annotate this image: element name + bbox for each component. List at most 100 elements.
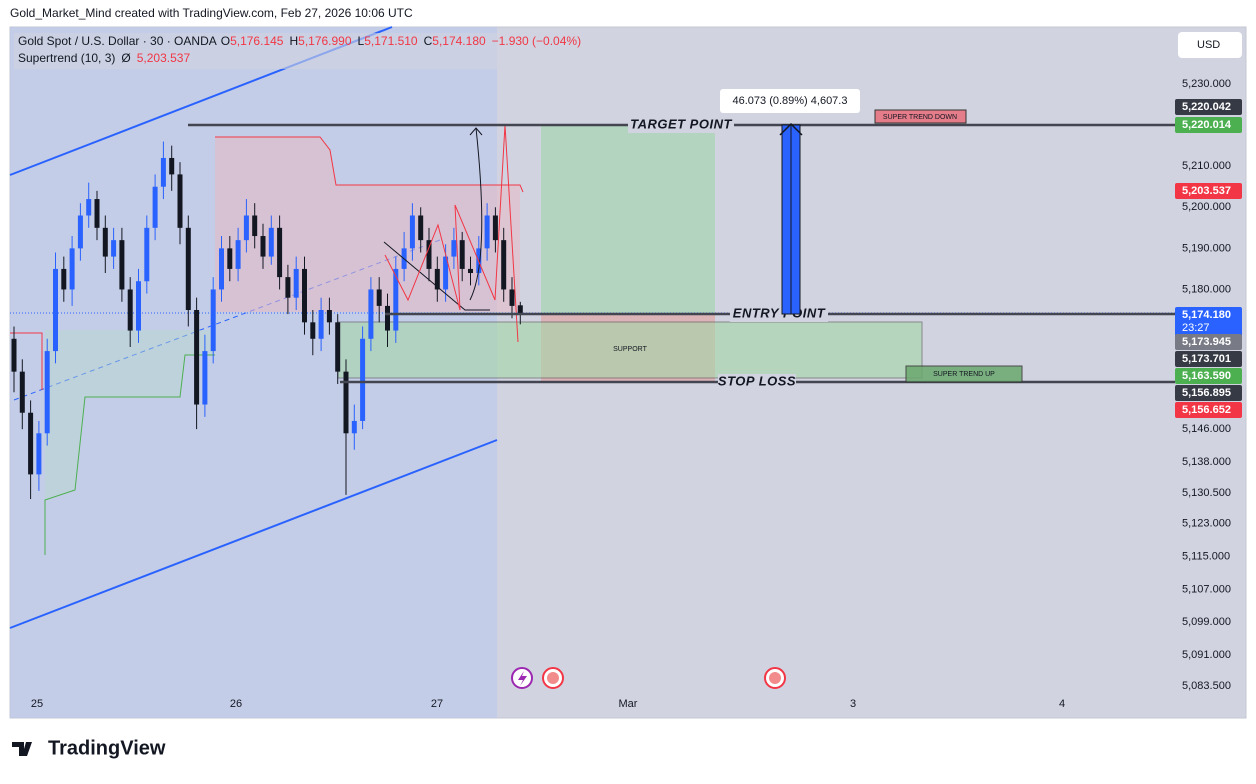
y-tick-label: 5,107.000 xyxy=(1182,583,1231,595)
y-tick-label: 5,130.500 xyxy=(1182,487,1231,499)
y-tick-label: 5,138.000 xyxy=(1182,456,1231,468)
indicator-legend: Supertrend (10, 3) Ø 5,203.537 xyxy=(18,51,190,65)
candle-body xyxy=(194,310,200,405)
candle-body xyxy=(351,420,357,434)
price-badge-label: 5,163.590 xyxy=(1182,370,1231,382)
y-tick-label: 5,200.000 xyxy=(1182,201,1231,213)
candle-body xyxy=(426,240,432,269)
candle-body xyxy=(409,215,415,249)
candle-body xyxy=(111,240,117,257)
candle-body xyxy=(492,215,498,241)
supertrend-start xyxy=(10,332,43,390)
price-badge-label: 5,173.945 xyxy=(1182,336,1231,348)
candle-body xyxy=(310,322,316,339)
curved-arrow xyxy=(469,127,483,301)
x-tick-label: 27 xyxy=(431,698,443,710)
candle-body xyxy=(160,157,166,187)
candle-body xyxy=(468,268,473,274)
price-badge-label: 5,174.180 xyxy=(1182,309,1231,321)
y-tick-label: 5,230.000 xyxy=(1182,78,1231,90)
candle-body xyxy=(501,240,507,290)
candle-body xyxy=(227,248,233,269)
trend-up-label: SUPER TREND UP xyxy=(933,371,995,378)
ohlc-value: 5,176.990 xyxy=(298,34,352,48)
candle-body xyxy=(368,289,374,339)
event-glyph xyxy=(518,671,527,686)
candle-body xyxy=(219,248,224,290)
candle-body xyxy=(94,199,100,228)
candle-body xyxy=(36,433,42,475)
candle-body xyxy=(77,215,83,249)
price-badge xyxy=(1175,99,1242,115)
candle-body xyxy=(136,281,141,331)
candle-body xyxy=(144,227,150,282)
price-badge xyxy=(1175,334,1242,350)
candle-body xyxy=(202,351,208,405)
candle-body xyxy=(451,240,457,257)
candle-body xyxy=(393,268,399,331)
candle-body xyxy=(318,310,324,339)
target-label: TARGET POINT xyxy=(630,116,732,131)
ohlc-key: C xyxy=(424,34,433,48)
target-zone xyxy=(541,125,715,314)
candle-body xyxy=(302,268,307,323)
y-tick-label: 5,190.000 xyxy=(1182,242,1231,254)
candle-body xyxy=(418,215,424,241)
candle-body xyxy=(152,186,158,228)
supertrend-up-fill xyxy=(45,330,215,555)
arrow-head xyxy=(469,127,483,136)
price-badge-label: 5,220.042 xyxy=(1182,101,1231,113)
candle-body xyxy=(69,248,75,290)
flag-glyph xyxy=(547,672,559,684)
currency-button[interactable] xyxy=(1178,32,1242,58)
measure-text: 46.073 (0.89%) 4,607.3 xyxy=(733,95,848,107)
credit: Gold_Market_Mind created with TradingVie… xyxy=(10,6,413,20)
indicator-symbol: Ø xyxy=(121,51,130,65)
ohlc-key: O xyxy=(221,34,230,48)
price-badge xyxy=(1175,368,1242,384)
trend-up-box xyxy=(905,365,1023,383)
indicator-name: Supertrend (10, 3) xyxy=(18,51,115,65)
candle-body xyxy=(28,412,34,475)
candle-body xyxy=(260,236,266,257)
candle-body xyxy=(343,371,349,434)
entry-label: ENTRY POINT xyxy=(733,305,826,320)
candles xyxy=(11,141,523,500)
candle-body xyxy=(509,289,515,306)
price-badge xyxy=(1175,402,1242,418)
ohlc-key: L xyxy=(358,34,365,48)
measure-tooltip xyxy=(720,89,860,113)
ohlc-value: 5,171.510 xyxy=(364,34,418,48)
stop-label: STOP LOSS xyxy=(718,373,796,388)
countdown: 23:27 xyxy=(1182,322,1210,334)
candle-body xyxy=(243,215,249,241)
candle-body xyxy=(252,215,258,237)
candle-body xyxy=(385,305,390,331)
price-badge-label: 5,220.014 xyxy=(1182,119,1232,131)
symbol: Gold Spot / U.S. Dollar · 30 · OANDA xyxy=(18,34,217,48)
y-tick-label: 5,115.000 xyxy=(1182,550,1230,562)
x-tick-label: Mar xyxy=(619,698,638,710)
y-tick-label: 5,123.000 xyxy=(1182,518,1231,530)
candle-body xyxy=(86,199,92,216)
candle-body xyxy=(61,268,67,290)
candle-body xyxy=(53,268,58,352)
indicator-value: 5,203.537 xyxy=(137,51,191,65)
label-bg xyxy=(730,306,828,322)
x-tick-label: 25 xyxy=(31,698,43,710)
currency[interactable]: USD xyxy=(1197,39,1220,51)
candle-body xyxy=(235,240,241,269)
candle-body xyxy=(277,227,283,278)
supertrend-up xyxy=(44,354,215,555)
label-bg xyxy=(718,374,796,390)
y-tick-label: 5,083.500 xyxy=(1182,680,1231,692)
x-tick-label: 4 xyxy=(1059,698,1065,710)
brand: TradingView xyxy=(48,737,166,759)
candle-body xyxy=(293,268,299,298)
y-tick-label: 5,091.000 xyxy=(1182,649,1231,661)
candle-body xyxy=(11,338,17,372)
candle-body xyxy=(484,215,490,249)
candle-body xyxy=(285,277,291,298)
supertrend-down xyxy=(215,136,524,193)
ohlc-value: 5,176.145 xyxy=(230,34,284,48)
